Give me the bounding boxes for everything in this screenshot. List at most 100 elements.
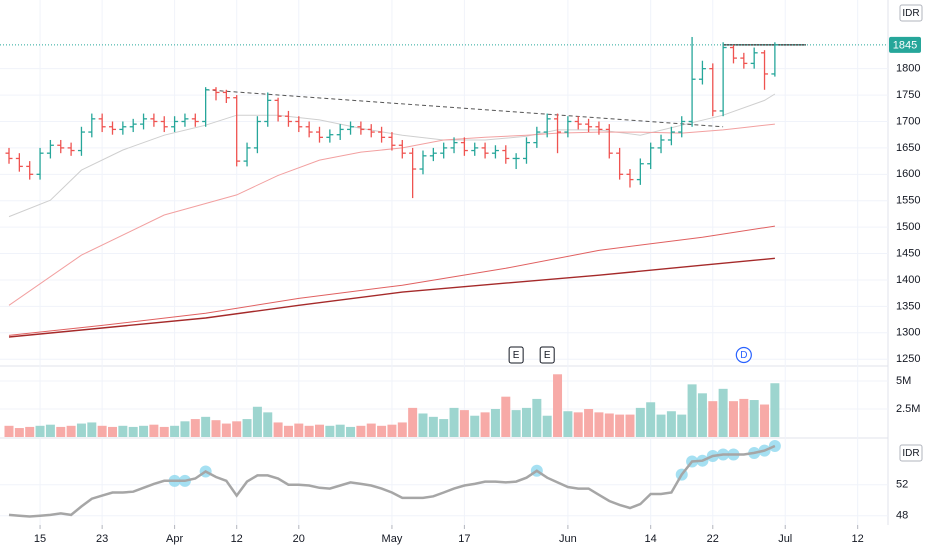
x-tick-label: 12: [231, 533, 243, 545]
volume-bar: [190, 419, 200, 437]
volume-bar: [511, 410, 521, 437]
volume-bar: [480, 412, 490, 437]
volume-bar: [201, 416, 211, 437]
volume-bar: [45, 424, 55, 437]
volume-bar: [108, 426, 118, 437]
volume-bar: [14, 428, 24, 437]
y-tick-label: 1650: [896, 142, 920, 154]
volume-bar: [687, 384, 697, 437]
currency-tag[interactable]: [899, 4, 923, 22]
volume-bar: [263, 412, 273, 437]
event-marker: [735, 346, 752, 364]
volume-bar: [718, 388, 728, 437]
y-tick-label: 2.5M: [896, 403, 920, 415]
y-tick-label: 1600: [896, 168, 920, 180]
moving-average: [8, 257, 775, 338]
volume-bar: [449, 407, 459, 437]
volume-bar: [501, 396, 511, 437]
volume-bar: [325, 425, 335, 437]
last-price-tag: [889, 36, 921, 53]
volume-bar: [697, 393, 707, 437]
y-tick-label: 1500: [896, 221, 920, 233]
volume-bar: [749, 400, 759, 437]
volume-bar: [387, 424, 397, 437]
event-marker: [508, 346, 524, 364]
event-marker: [539, 346, 555, 364]
volume-bar: [25, 426, 35, 437]
x-tick-label: Jul: [778, 533, 792, 545]
volume-bar: [666, 411, 676, 437]
volume-bar: [4, 425, 14, 437]
volume-bar: [139, 425, 149, 437]
volume-bar: [252, 406, 262, 437]
currency-tag[interactable]: [899, 444, 923, 462]
last-price-label: 1845: [893, 39, 917, 51]
y-tick-label: 5M: [896, 375, 911, 387]
volume-bar: [283, 425, 293, 437]
indicator-line: [8, 444, 776, 518]
volume-bar: [180, 421, 190, 437]
volume-bar: [677, 414, 687, 437]
volume-bar: [490, 409, 500, 437]
x-tick-label: 15: [34, 533, 46, 545]
volume-bar: [335, 424, 345, 437]
volume-bar: [97, 425, 107, 437]
volume-bar: [128, 426, 138, 437]
volume-bar: [377, 425, 387, 437]
volume-bar: [542, 415, 552, 437]
volume-bar: [459, 410, 469, 437]
y-tick-label: 1400: [896, 274, 920, 286]
volume-bar: [760, 404, 770, 437]
y-tick-label: 1700: [896, 115, 920, 127]
volume-bar: [573, 412, 583, 437]
event-label: E: [513, 350, 520, 361]
volume-bar: [35, 425, 45, 437]
x-tick-label: May: [382, 533, 403, 545]
volume-bar: [470, 415, 480, 437]
volume-bar: [232, 421, 242, 437]
volume-bar: [304, 425, 314, 437]
volume-bar: [294, 423, 304, 437]
volume-bar: [439, 419, 449, 437]
x-tick-label: 20: [293, 533, 305, 545]
volume-bar: [594, 412, 604, 437]
moving-average: [8, 123, 775, 306]
volume-bar: [532, 398, 542, 437]
volume-bar: [211, 420, 221, 437]
volume-bar: [770, 383, 780, 437]
moving-average: [8, 93, 776, 218]
volume-bar: [149, 424, 159, 437]
event-label: E: [544, 350, 551, 361]
y-tick-label: 52: [896, 479, 908, 491]
moving-average: [8, 225, 775, 336]
volume-bar: [87, 422, 97, 437]
volume-bar: [428, 416, 438, 437]
y-tick-label: 1750: [896, 89, 920, 101]
currency-label: IDR: [902, 448, 919, 459]
volume-bar: [397, 422, 407, 437]
volume-bar: [563, 411, 573, 437]
trendline: [205, 89, 724, 128]
volume-bar: [708, 401, 718, 437]
x-tick-label: 12: [852, 533, 864, 545]
x-tick-label: 23: [96, 533, 108, 545]
currency-label: IDR: [902, 8, 919, 19]
volume-bar: [635, 407, 645, 437]
x-tick-label: 14: [645, 533, 657, 545]
volume-bar: [739, 398, 749, 437]
volume-bar: [728, 401, 738, 437]
volume-bar: [408, 407, 418, 437]
y-tick-label: 1250: [896, 353, 920, 365]
volume-bar: [521, 407, 531, 437]
x-tick-label: Apr: [166, 533, 183, 545]
x-tick-label: 22: [707, 533, 719, 545]
volume-bar: [584, 409, 594, 437]
volume-bar: [418, 413, 428, 437]
volume-bar: [356, 425, 366, 437]
volume-bar: [76, 423, 86, 437]
y-tick-label: 48: [896, 510, 908, 522]
volume-bar: [221, 423, 231, 437]
y-tick-label: 1300: [896, 327, 920, 339]
